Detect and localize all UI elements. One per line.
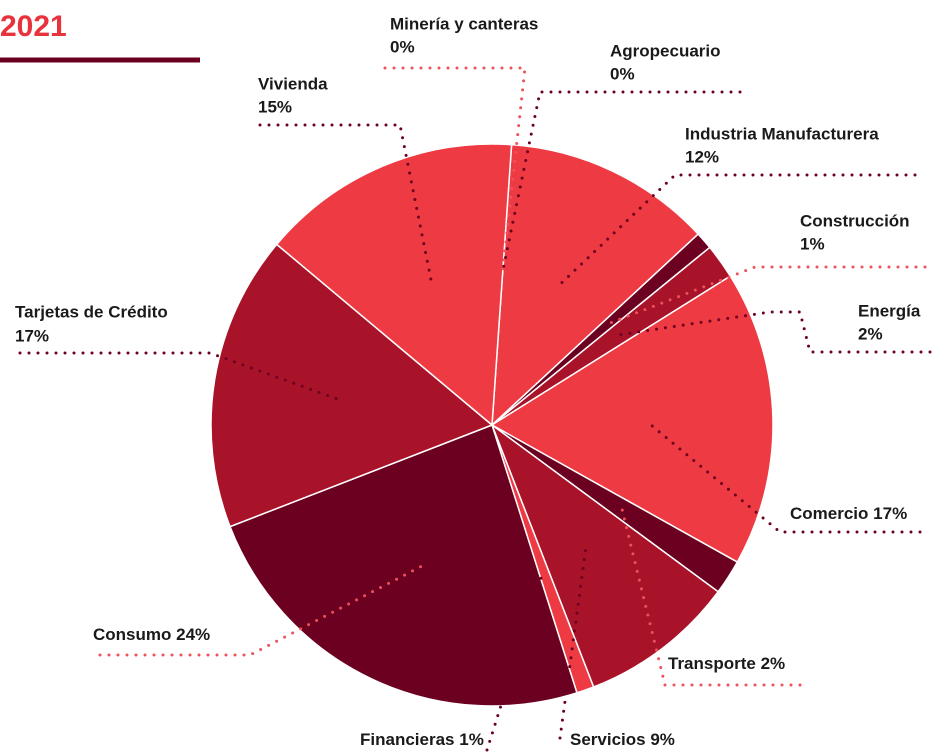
value-label: 24% (176, 625, 210, 644)
category-name: Transporte (668, 654, 756, 673)
category-name: Servicios (570, 730, 646, 749)
pie-slice (210, 243, 494, 528)
value-label: 2% (761, 654, 786, 673)
slice-label: Transporte 2% (668, 654, 785, 673)
leader-line (607, 265, 927, 326)
category-name: Minería y canteras (390, 14, 538, 33)
value-label: 15% (258, 97, 292, 116)
category-name: Energía (858, 301, 921, 320)
leader-line (620, 507, 802, 687)
category-name: Agropecuario (610, 41, 721, 60)
value-label: 0% (390, 37, 415, 56)
value-label: 9% (650, 730, 675, 749)
leader-line (616, 310, 932, 354)
slice-label: Servicios 9% (570, 730, 675, 749)
value-label: 12% (685, 147, 719, 166)
value-label: 2% (858, 324, 883, 343)
chart-title: 2021 (0, 10, 67, 43)
category-name: Industria Manufacturera (685, 124, 879, 143)
pie-slice (275, 143, 513, 427)
category-name: Comercio (790, 504, 868, 523)
leader-line (557, 173, 917, 288)
pie-slice (490, 422, 720, 688)
pie-slice (491, 143, 700, 427)
slice-label: Consumo 24% (93, 625, 210, 644)
category-name: Consumo (93, 625, 171, 644)
category-name: Vivienda (258, 74, 328, 93)
pie-slice (229, 424, 578, 707)
slice-label: Financieras 1% (360, 730, 484, 749)
category-name: Financieras (360, 730, 455, 749)
value-label: 17% (15, 326, 49, 345)
category-name: Tarjetas de Crédito (15, 302, 168, 321)
slice-label: Comercio 17% (790, 504, 907, 523)
category-name: Construcción (800, 211, 910, 230)
pie-slice (490, 275, 774, 564)
leader-line (18, 351, 342, 402)
value-label: 1% (459, 730, 484, 749)
value-label: 1% (800, 234, 825, 253)
value-label: 17% (873, 504, 907, 523)
value-label: 0% (610, 64, 635, 83)
